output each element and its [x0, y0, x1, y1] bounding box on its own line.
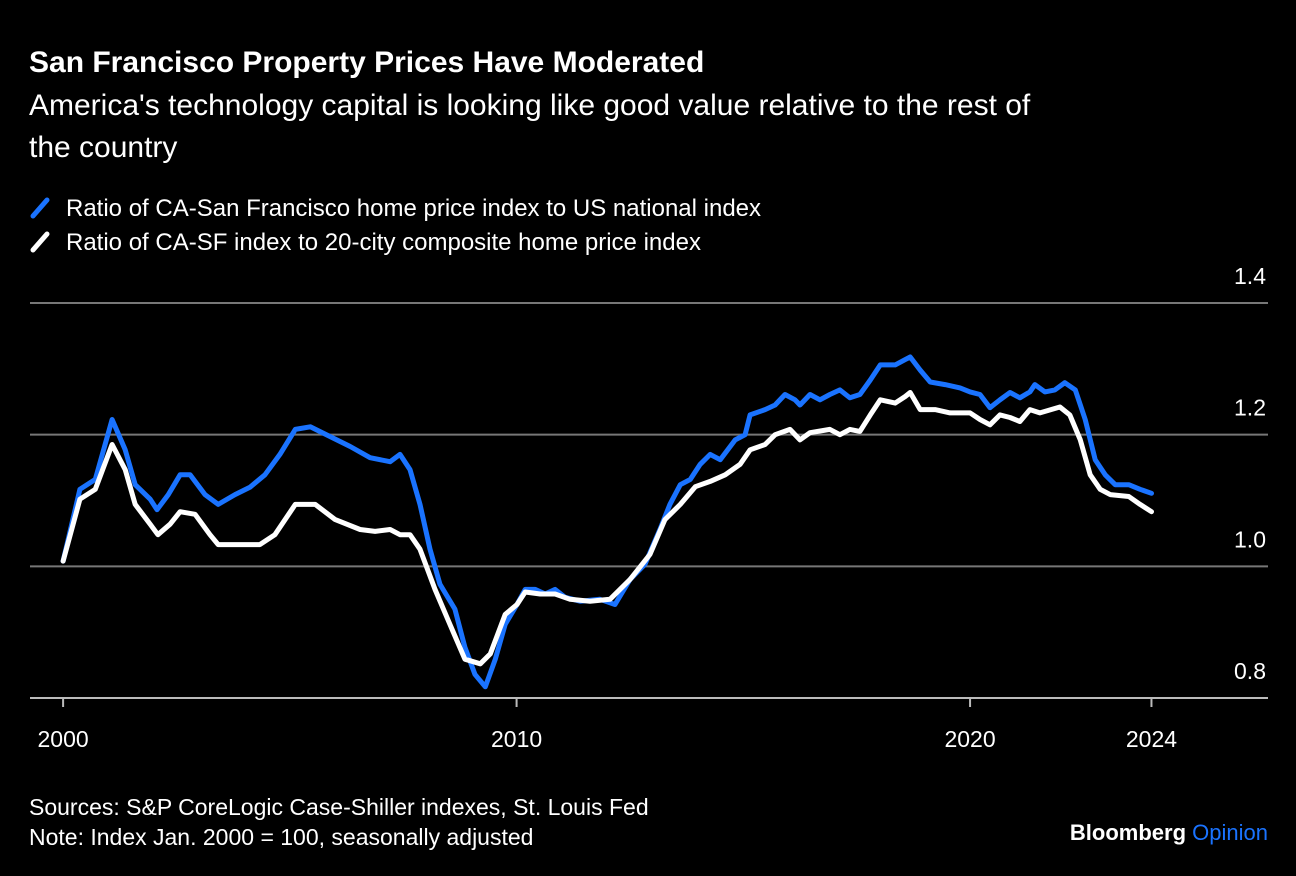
brand: Bloomberg Opinion	[1070, 820, 1268, 845]
note: Note: Index Jan. 2000 = 100, seasonally …	[29, 824, 533, 850]
legend-swatch	[30, 197, 50, 219]
y-tick-label: 1.4	[1234, 263, 1266, 289]
x-tick-label: 2020	[944, 726, 995, 752]
brand-section: Opinion	[1192, 820, 1268, 845]
y-tick-label: 1.2	[1234, 395, 1266, 421]
series-line	[60, 390, 1154, 667]
x-tick-label: 2010	[491, 726, 542, 752]
legend-label: Ratio of CA-SF index to 20-city composit…	[66, 229, 701, 256]
legend-label: Ratio of CA-San Francisco home price ind…	[66, 195, 761, 222]
legend-swatch	[30, 231, 50, 253]
sources: Sources: S&P CoreLogic Case-Shiller inde…	[29, 794, 649, 820]
series-line	[60, 354, 1154, 690]
y-tick-label: 1.0	[1234, 526, 1266, 552]
chart-subtitle: the country	[29, 131, 177, 164]
x-tick-label: 2000	[38, 726, 89, 752]
chart-subtitle: America's technology capital is looking …	[29, 89, 1031, 122]
brand-name: Bloomberg	[1070, 820, 1186, 845]
chart-title: San Francisco Property Prices Have Moder…	[29, 46, 704, 79]
x-tick-label: 2024	[1126, 726, 1177, 752]
y-tick-label: 0.8	[1234, 658, 1266, 684]
